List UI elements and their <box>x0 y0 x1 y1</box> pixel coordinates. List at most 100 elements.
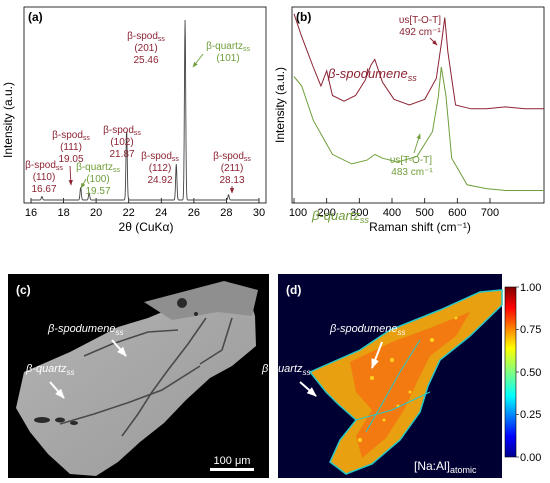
raman-tick-label: 200 <box>318 207 336 219</box>
raman-spodumene-line <box>293 13 544 110</box>
xrd-pattern-line <box>31 19 259 201</box>
xrd-tick-label: 26 <box>188 207 200 219</box>
raman-quartz-mode-value: 483 cm⁻¹ <box>391 167 433 178</box>
raman-quartz-mode: υs[T-O-T] 483 cm⁻¹ <box>390 133 433 178</box>
xrd-tick-label: 18 <box>57 207 69 219</box>
sem-spodumene-label: β-spodumeness <box>47 323 123 337</box>
sem-quartz-arrow <box>49 381 65 399</box>
xrd-annotation-name: β-quartz <box>206 41 243 52</box>
xrd-annotation-sub: ss <box>172 156 180 163</box>
raman-tick-label: 500 <box>416 207 434 219</box>
xrd-annotation-112: β-spodss (112) 24.92 <box>141 151 179 186</box>
sem-scale-bar-label: 100 μm <box>214 455 251 467</box>
sem-spodumene-arrow <box>111 339 127 357</box>
map-quartz-arrow <box>299 381 317 397</box>
sem-pores <box>34 298 198 425</box>
xrd-annotation-quartz-100: β-quartzss (100) 19.57 <box>76 162 120 197</box>
xrd-annotation-angle: 25.46 <box>133 55 158 66</box>
map-cracks <box>355 339 431 433</box>
xrd-annotation-hkl: (101) <box>216 53 239 64</box>
xrd-annotation-111: β-spodss (111) 19.05 <box>52 130 90 186</box>
xrd-annotation-sub: ss <box>113 167 121 174</box>
raman-spod-mode-value: 492 cm⁻¹ <box>399 27 441 38</box>
raman-spodumene-label: β-spodumeness <box>327 66 417 83</box>
sem-scale-bar <box>210 468 254 471</box>
xrd-tick-label: 16 <box>25 207 37 219</box>
xrd-annotation-angle: 21.87 <box>109 149 134 160</box>
xrd-annotation-angle: 24.92 <box>147 175 172 186</box>
sem-grain <box>16 293 256 476</box>
raman-ylabel: Intensity (a.u.) <box>273 67 287 143</box>
sem-panel: (c) β-spodumeness β-quartzss 100 μm <box>8 274 269 478</box>
xrd-annotation-sub: ss <box>56 165 64 172</box>
xrd-annotation-110: β-spodss (110) 16.67 <box>25 160 63 195</box>
svg-text:β-spodss: β-spodss <box>141 151 179 163</box>
raman-spod-mode-label: υs[T-O-T] <box>399 15 441 26</box>
xrd-annotation-sub: ss <box>243 46 251 53</box>
raman-tick-labels: 100 200 300 400 500 600 700 <box>289 207 499 219</box>
raman-ticks <box>293 198 491 203</box>
xrd-annotation-hkl: (111) <box>60 142 82 153</box>
xrd-annotation-hkl: (201) <box>134 43 157 54</box>
xrd-annotation-name: β-spod <box>127 31 158 42</box>
raman-quartz-mode-label: υs[T-O-T] <box>390 155 432 166</box>
map-quantity-label: [Na:Al]atomic <box>414 459 477 475</box>
sem-grain-top <box>144 281 258 320</box>
xrd-annotation-sub: ss <box>244 156 252 163</box>
xrd-annotation-quartz-101: β-quartzss (101) <box>192 41 251 68</box>
xrd-tick-label: 20 <box>90 207 102 219</box>
map-colorbar-label: 0.00 <box>520 452 541 464</box>
xrd-frame <box>23 6 267 204</box>
xrd-annotation-102: β-spodss (102) 21.87 <box>103 125 141 160</box>
xrd-annotation-hkl: (102) <box>110 137 133 148</box>
xrd-annotation-name: β-spod <box>213 151 244 162</box>
xrd-annotation-sub: ss <box>83 135 91 142</box>
map-quartz-label: β-quartzss <box>261 363 311 377</box>
raman-tick-label: 100 <box>289 207 307 219</box>
svg-text:β-quartzss: β-quartzss <box>76 162 120 174</box>
map-colorbar-labels: 1.00 0.75 0.50 0.25 0.00 <box>520 282 541 464</box>
panel-label-b: (b) <box>296 10 311 24</box>
map-colorbar-label: 0.50 <box>520 367 541 379</box>
xrd-annotation-sub: ss <box>158 36 166 43</box>
svg-text:β-spodss: β-spodss <box>52 130 90 142</box>
svg-text:β-spodss: β-spodss <box>213 151 251 163</box>
map-colorbar-label: 0.25 <box>520 409 541 421</box>
xrd-tick-label: 24 <box>155 207 167 219</box>
map-spodumene-label: β-spodumeness <box>329 323 405 337</box>
xrd-ticks <box>30 198 260 203</box>
map-colorbar-ticks <box>516 286 519 458</box>
svg-text:β-spodss: β-spodss <box>103 125 141 137</box>
raman-panel: (b) Intensity (a.u.) Raman shift (cm⁻¹) … <box>273 6 545 234</box>
xrd-annotation-name: β-spod <box>103 125 134 136</box>
map-speckles <box>358 316 458 442</box>
xrd-annotation-angle: 19.57 <box>85 186 110 197</box>
xrd-annotation-name: β-spod <box>52 130 83 141</box>
sem-cracks <box>59 317 233 437</box>
raman-quartz-label: β-quartzss <box>311 208 369 225</box>
xrd-annotation-211: β-spodss (211) 28.13 <box>213 151 251 194</box>
xrd-annotation-name: β-spod <box>25 160 56 171</box>
xrd-annotation-201: β-spodss (201) 25.46 <box>127 31 165 66</box>
xrd-annotation-hkl: (211) <box>221 163 244 174</box>
sem-quartz-label: β-quartzss <box>25 363 75 377</box>
xrd-annotation-hkl: (110) <box>33 172 56 183</box>
map-colorbar <box>504 286 517 458</box>
map-colorbar-label: 1.00 <box>520 282 541 294</box>
raman-tick-label: 300 <box>350 207 368 219</box>
xrd-tick-label: 28 <box>220 207 232 219</box>
xrd-ylabel: Intensity (a.u.) <box>1 82 15 158</box>
raman-spodumene-mode: υs[T-O-T] 492 cm⁻¹ <box>399 15 441 46</box>
xrd-annotation-hkl: (112) <box>149 163 172 174</box>
xrd-annotation-sub: ss <box>134 130 142 137</box>
panel-label-a: (a) <box>28 10 43 24</box>
xrd-annotation-hkl: (100) <box>86 174 109 185</box>
xrd-annotation-name: β-spod <box>141 151 172 162</box>
xrd-annotation-angle: 19.05 <box>58 154 83 165</box>
xrd-panel: (a) Intensity (a.u.) 2θ (CuKα) 16 18 20 … <box>1 6 267 234</box>
raman-tick-label: 700 <box>481 207 499 219</box>
xrd-tick-labels: 16 18 20 22 24 26 28 30 <box>25 207 265 219</box>
xrd-tick-label: 22 <box>123 207 135 219</box>
panel-label-d: (d) <box>286 283 301 297</box>
